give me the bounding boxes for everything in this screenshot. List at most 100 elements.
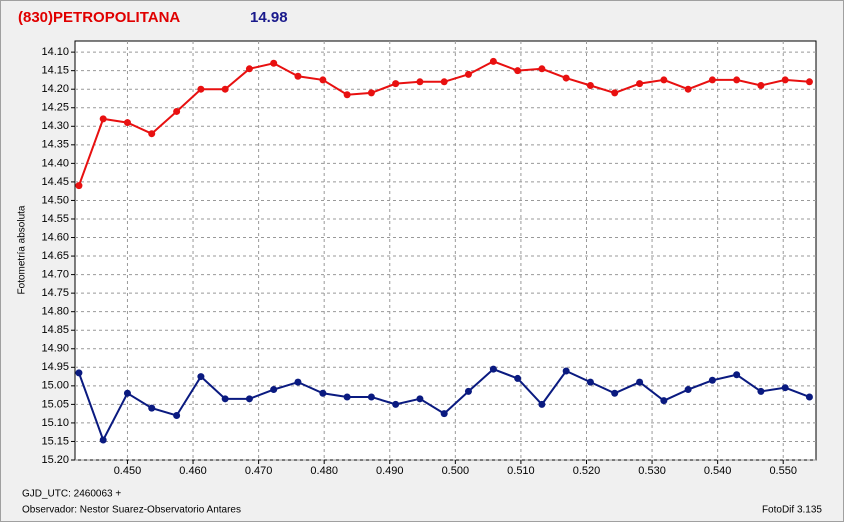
- x-tick-label: 0.500: [442, 465, 470, 477]
- x-tick-label: 0.450: [114, 465, 142, 477]
- data-point: [514, 67, 522, 75]
- data-point: [514, 374, 522, 382]
- x-tick-label: 0.520: [573, 465, 601, 477]
- data-point: [586, 81, 594, 89]
- data-point: [489, 57, 497, 65]
- y-tick-label: 15.10: [41, 417, 69, 429]
- data-point: [733, 371, 741, 379]
- data-point: [343, 393, 351, 401]
- data-point: [123, 389, 131, 397]
- data-point: [367, 393, 375, 401]
- data-point: [538, 400, 546, 408]
- data-point: [221, 395, 229, 403]
- y-tick-label: 14.25: [41, 102, 69, 114]
- data-point: [757, 81, 765, 89]
- data-point: [684, 386, 692, 394]
- chart-subtitle: 14.98: [250, 9, 288, 26]
- data-point: [781, 384, 789, 392]
- y-tick-label: 14.50: [41, 194, 69, 206]
- footer-observer: Observador: Nestor Suarez-Observatorio A…: [22, 505, 241, 516]
- data-point: [636, 378, 644, 386]
- y-tick-label: 14.65: [41, 250, 69, 262]
- data-point: [294, 72, 302, 80]
- data-point: [392, 80, 400, 88]
- data-point: [99, 115, 107, 123]
- data-point: [75, 369, 83, 377]
- data-point: [148, 130, 156, 138]
- data-point: [781, 76, 789, 84]
- footer-date: GJD_UTC: 2460063 +: [22, 489, 121, 500]
- data-point: [464, 387, 472, 395]
- data-point: [270, 386, 278, 394]
- data-point: [611, 89, 619, 97]
- data-point: [197, 373, 205, 381]
- data-point: [148, 404, 156, 412]
- y-tick-label: 14.30: [41, 120, 69, 132]
- y-tick-label: 14.10: [41, 46, 69, 58]
- data-point: [367, 89, 375, 97]
- data-point: [319, 389, 327, 397]
- data-point: [464, 70, 472, 78]
- data-point: [123, 119, 131, 127]
- y-tick-label: 14.90: [41, 343, 69, 355]
- y-tick-label: 14.80: [41, 306, 69, 318]
- data-point: [611, 389, 619, 397]
- data-point: [319, 76, 327, 84]
- data-point: [733, 76, 741, 84]
- y-axis-label: Fotometría absoluta: [17, 205, 28, 294]
- data-point: [416, 395, 424, 403]
- data-point: [99, 436, 107, 444]
- y-tick-label: 14.75: [41, 287, 69, 299]
- x-tick-label: 0.470: [245, 465, 273, 477]
- data-point: [562, 74, 570, 82]
- data-point: [197, 85, 205, 93]
- y-tick-label: 14.45: [41, 176, 69, 188]
- data-point: [489, 365, 497, 373]
- data-point: [294, 378, 302, 386]
- data-point: [562, 367, 570, 375]
- y-tick-label: 14.70: [41, 269, 69, 281]
- data-point: [660, 76, 668, 84]
- data-point: [440, 410, 448, 418]
- x-tick-label: 0.530: [638, 465, 666, 477]
- y-tick-label: 15.15: [41, 435, 69, 447]
- data-point: [416, 78, 424, 86]
- y-tick-label: 14.60: [41, 231, 69, 243]
- data-point: [805, 78, 813, 86]
- plot-area: [74, 40, 817, 461]
- x-tick-label: 0.510: [507, 465, 535, 477]
- footer-version: FotoDif 3.135: [762, 505, 822, 516]
- data-point: [270, 59, 278, 67]
- data-point: [392, 400, 400, 408]
- y-tick-label: 14.85: [41, 324, 69, 336]
- y-tick-label: 14.20: [41, 83, 69, 95]
- x-tick-label: 0.550: [769, 465, 797, 477]
- data-point: [538, 65, 546, 73]
- y-tick-label: 15.00: [41, 380, 69, 392]
- data-point: [245, 395, 253, 403]
- data-point: [75, 182, 83, 190]
- data-point: [708, 376, 716, 384]
- data-point: [660, 397, 668, 405]
- data-point: [343, 91, 351, 99]
- data-point: [805, 393, 813, 401]
- data-point: [173, 107, 181, 115]
- x-tick-label: 0.490: [376, 465, 404, 477]
- data-point: [757, 387, 765, 395]
- data-point: [586, 378, 594, 386]
- y-tick-label: 14.15: [41, 65, 69, 77]
- data-point: [245, 65, 253, 73]
- x-tick-label: 0.460: [179, 465, 207, 477]
- x-tick-label: 0.540: [704, 465, 732, 477]
- x-tick-label: 0.480: [310, 465, 338, 477]
- data-point: [708, 76, 716, 84]
- data-point: [221, 85, 229, 93]
- data-point: [684, 85, 692, 93]
- data-point: [636, 80, 644, 88]
- y-tick-label: 14.40: [41, 157, 69, 169]
- y-tick-label: 14.95: [41, 361, 69, 373]
- chart-title: (830)PETROPOLITANA: [18, 9, 180, 26]
- data-point: [173, 412, 181, 420]
